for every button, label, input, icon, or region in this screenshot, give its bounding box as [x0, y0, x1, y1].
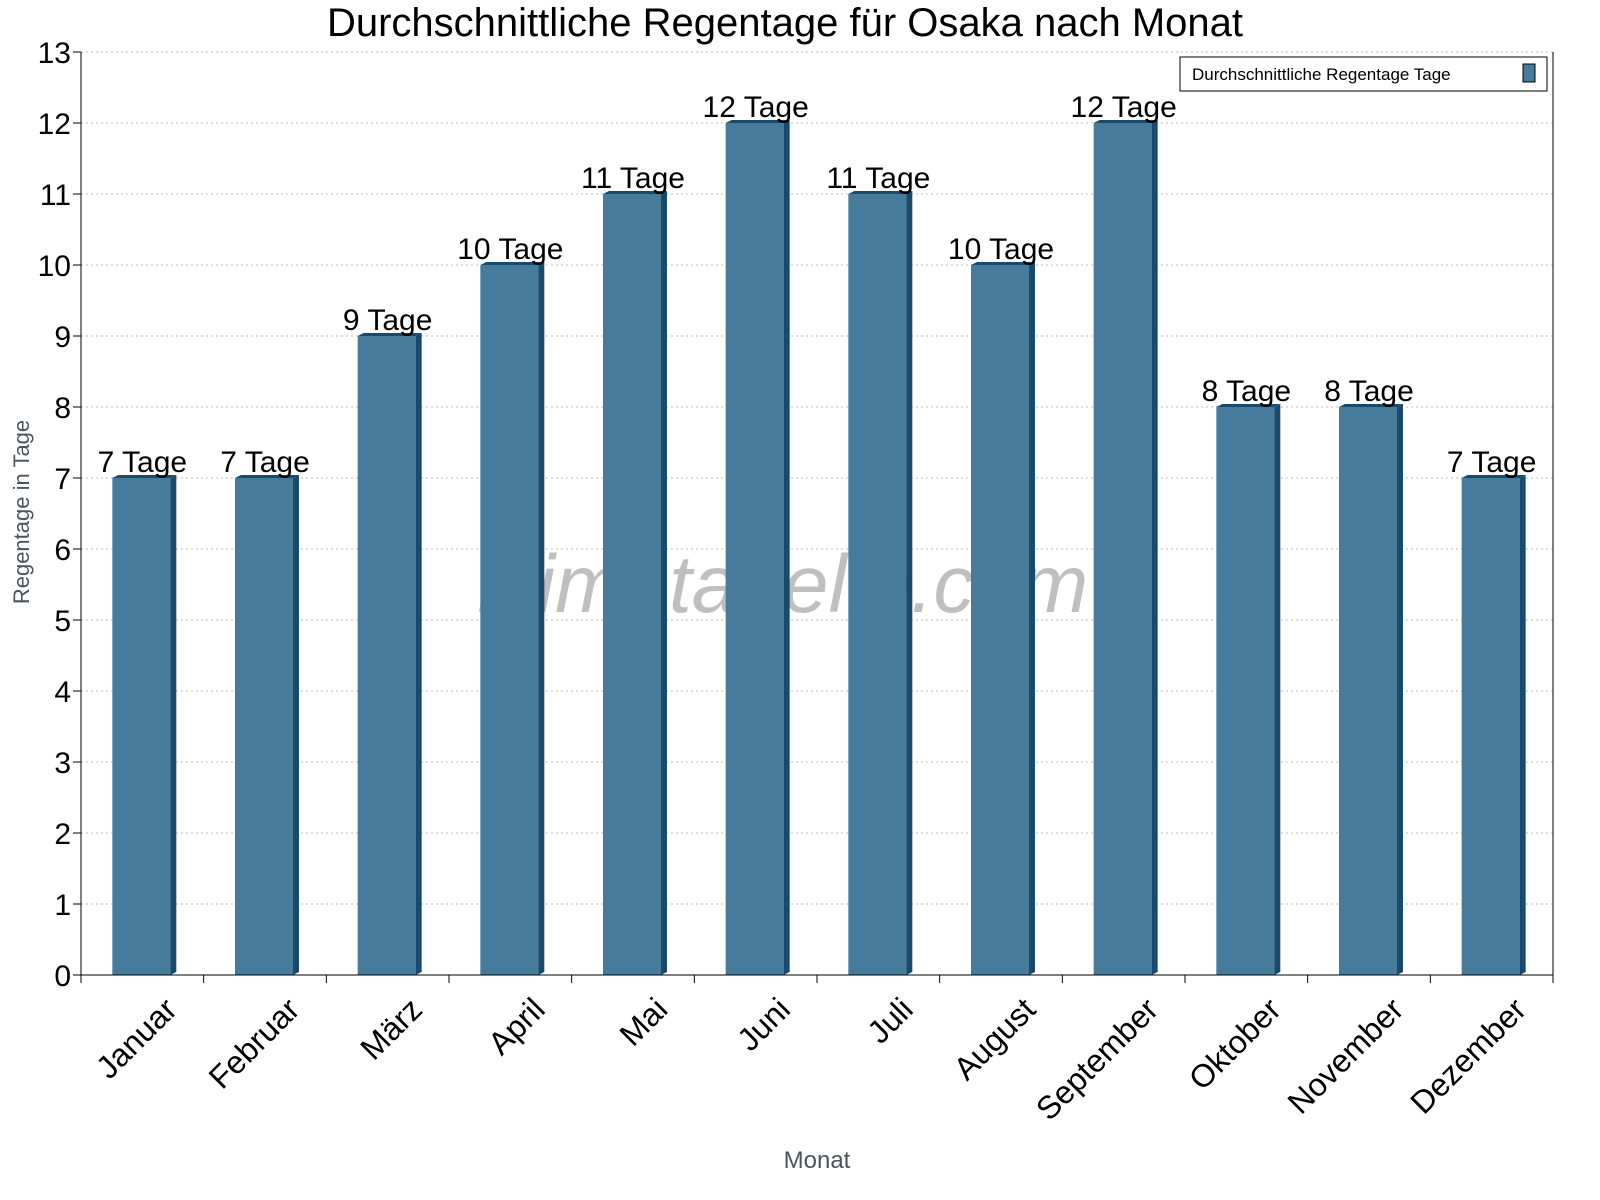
y-tick-label: 0: [54, 960, 71, 993]
y-tick-label: 6: [54, 534, 71, 567]
bar-side: [1274, 404, 1281, 975]
x-tick-label: Juni: [730, 991, 797, 1058]
bar-side: [1151, 120, 1158, 975]
bar: [1339, 407, 1397, 975]
bar-side: [170, 475, 177, 975]
bar-top: [603, 191, 667, 194]
data-label: 12 Tage: [1071, 91, 1177, 124]
x-tick-label: August: [946, 991, 1042, 1087]
bar-top: [971, 262, 1035, 265]
bar-top: [357, 333, 422, 336]
x-tick-label: Februar: [202, 991, 307, 1096]
data-label: 12 Tage: [703, 91, 809, 124]
y-tick-label: 7: [54, 463, 71, 496]
bar-top: [235, 475, 299, 478]
bar: [603, 194, 661, 975]
data-label: 9 Tage: [343, 304, 433, 337]
y-tick-label: 12: [38, 108, 71, 141]
bar-side: [538, 262, 545, 975]
bar-side: [783, 120, 790, 975]
grid-lines: [81, 51, 1553, 905]
bar-side: [1397, 404, 1403, 975]
y-tick-label: 3: [54, 747, 71, 780]
legend-swatch: [1522, 63, 1536, 83]
legend: Durchschnittliche Regentage Tage: [1179, 56, 1548, 92]
data-label: 7 Tage: [98, 446, 188, 479]
x-tick-label: September: [1029, 991, 1165, 1127]
bar: [1093, 123, 1152, 975]
x-tick-label: Januar: [89, 991, 184, 1086]
x-tick-label: März: [353, 991, 429, 1067]
bar-top: [1093, 120, 1158, 123]
bar: [1216, 407, 1275, 975]
y-tick-label: 1: [54, 889, 71, 922]
y-tick-label: 10: [38, 250, 71, 283]
legend-box: [1179, 56, 1548, 92]
bars: 7 Tage 7 Tage 9 Tage 10 Tage 11 Tage 12 Tage 1…: [98, 91, 1537, 975]
bar-top: [1461, 475, 1526, 478]
y-tick-label: 9: [54, 321, 71, 354]
data-label: 8 Tage: [1324, 375, 1414, 408]
bar-side: [293, 475, 299, 975]
bar-top: [848, 191, 913, 194]
bar: [357, 336, 416, 975]
data-label: 7 Tage: [1447, 446, 1537, 479]
x-tick-label: Mai: [612, 991, 674, 1053]
bar-top: [1216, 404, 1281, 407]
bar-top: [725, 120, 790, 123]
y-axis-label: Regentage in Tage: [9, 420, 34, 604]
x-tick-label: April: [481, 991, 552, 1062]
x-tick-label: Oktober: [1182, 991, 1288, 1097]
y-tick-label: 2: [54, 818, 71, 851]
data-label: 11 Tage: [581, 162, 685, 195]
bar-side: [661, 191, 667, 975]
bar: [971, 265, 1029, 975]
x-tick-label: November: [1281, 991, 1411, 1121]
data-label: 8 Tage: [1202, 375, 1292, 408]
bar: [112, 478, 171, 975]
x-tick-label: Dezember: [1403, 991, 1533, 1121]
y-tick-label: 4: [54, 676, 71, 709]
data-label: 10 Tage: [948, 233, 1054, 266]
bar-side: [1029, 262, 1035, 975]
bar: [725, 123, 784, 975]
bar-top: [1339, 404, 1403, 407]
y-tick-label: 13: [38, 37, 71, 70]
bar: [848, 194, 907, 975]
legend-label: Durchschnittliche Regentage Tage: [1192, 65, 1451, 84]
bar: [1461, 478, 1520, 975]
bar-side: [1519, 475, 1526, 975]
x-tick-label: Juli: [860, 991, 919, 1050]
bar-top: [480, 262, 545, 265]
x-axis-label: Monat: [784, 1147, 851, 1174]
data-label: 10 Tage: [457, 233, 563, 266]
y-tick-label: 11: [40, 179, 71, 212]
bar-top: [112, 475, 177, 478]
bar-side: [906, 191, 913, 975]
bar: [235, 478, 293, 975]
y-tick-label: 5: [54, 605, 71, 638]
chart-title: Durchschnittliche Regentage für Osaka na…: [327, 1, 1243, 45]
y-tick-label: 8: [54, 392, 71, 425]
bar: [480, 265, 539, 975]
data-label: 11 Tage: [826, 162, 930, 195]
bar-side: [415, 333, 422, 975]
data-label: 7 Tage: [220, 446, 310, 479]
